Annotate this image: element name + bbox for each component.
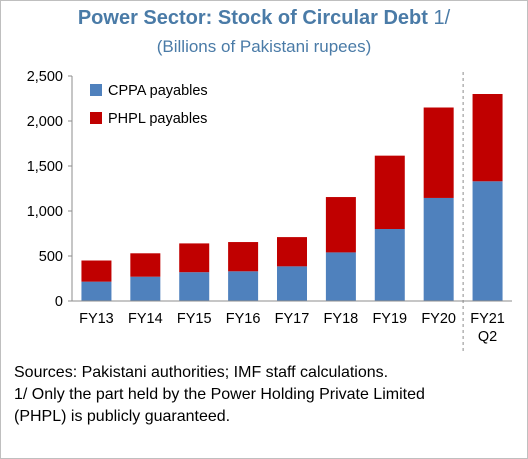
bar-cppa-payables	[325, 252, 356, 301]
chart-notes: Sources: Pakistani authorities; IMF staf…	[14, 362, 519, 428]
bar-phpl-payables	[277, 237, 307, 267]
y-tick-label: 1,000	[27, 204, 63, 220]
x-tick-label: FY21	[470, 311, 505, 327]
x-axis: FY13 FY14 FY15 FY16 FY17 FY18 FY19 FY20 FY21 Q2	[72, 72, 512, 351]
y-tick-label: 1,500	[27, 159, 63, 175]
bar-phpl-payables	[423, 107, 454, 198]
x-tick-label: FY17	[275, 311, 310, 327]
bar-cppa-payables	[179, 272, 210, 301]
x-tick-label: FY18	[324, 311, 359, 327]
chart-title-footnote-marker: 1/	[433, 7, 451, 29]
bar-cppa-payables	[130, 276, 161, 301]
legend-swatch-cppa	[90, 84, 102, 96]
bar-phpl-payables	[179, 243, 210, 273]
bar-phpl-payables	[472, 94, 503, 182]
legend-swatch-phpl	[90, 112, 102, 124]
bar-cppa-payables	[81, 281, 112, 301]
bar-cppa-payables	[423, 197, 454, 301]
chart-title: Power Sector: Stock of Circular Debt 1/	[0, 6, 528, 30]
x-tick-label: FY19	[372, 311, 407, 327]
chart-title-text: Power Sector: Stock of Circular Debt	[77, 7, 428, 29]
x-tick-label: FY14	[128, 311, 163, 327]
x-tick-label: FY15	[177, 311, 212, 327]
x-tick-label: FY16	[226, 311, 261, 327]
legend: CPPA payables PHPL payables	[90, 83, 208, 127]
footnote-line-1: 1/ Only the part held by the Power Holdi…	[14, 386, 425, 403]
bar-cppa-payables	[472, 181, 503, 301]
x-tick-label: Q2	[478, 329, 497, 345]
y-tick-label: 2,000	[27, 114, 63, 130]
bar-cppa-payables	[374, 229, 405, 301]
bars	[81, 94, 503, 301]
bar-phpl-payables	[374, 155, 405, 229]
x-tick-label: FY13	[79, 311, 114, 327]
bar-phpl-payables	[228, 242, 259, 272]
y-tick-label: 500	[39, 249, 63, 265]
y-tick-label: 2,500	[27, 69, 63, 85]
bar-phpl-payables	[130, 253, 161, 277]
sources-note: Sources: Pakistani authorities; IMF staf…	[14, 364, 389, 381]
y-tick-label: 0	[55, 294, 63, 310]
bar-cppa-payables	[277, 266, 307, 301]
bar-phpl-payables	[81, 260, 112, 282]
legend-label-phpl: PHPL payables	[108, 111, 207, 127]
bar-phpl-payables	[325, 197, 356, 253]
x-tick-label: FY20	[421, 311, 456, 327]
legend-label-cppa: CPPA payables	[108, 83, 208, 99]
chart-subtitle: (Billions of Pakistani rupees)	[156, 37, 372, 56]
footnote-line-2: (PHPL) is publicly guaranteed.	[14, 408, 231, 425]
y-axis: 0 500 1,000 1,500 2,000 2,500	[27, 69, 73, 310]
bar-cppa-payables	[228, 271, 259, 301]
